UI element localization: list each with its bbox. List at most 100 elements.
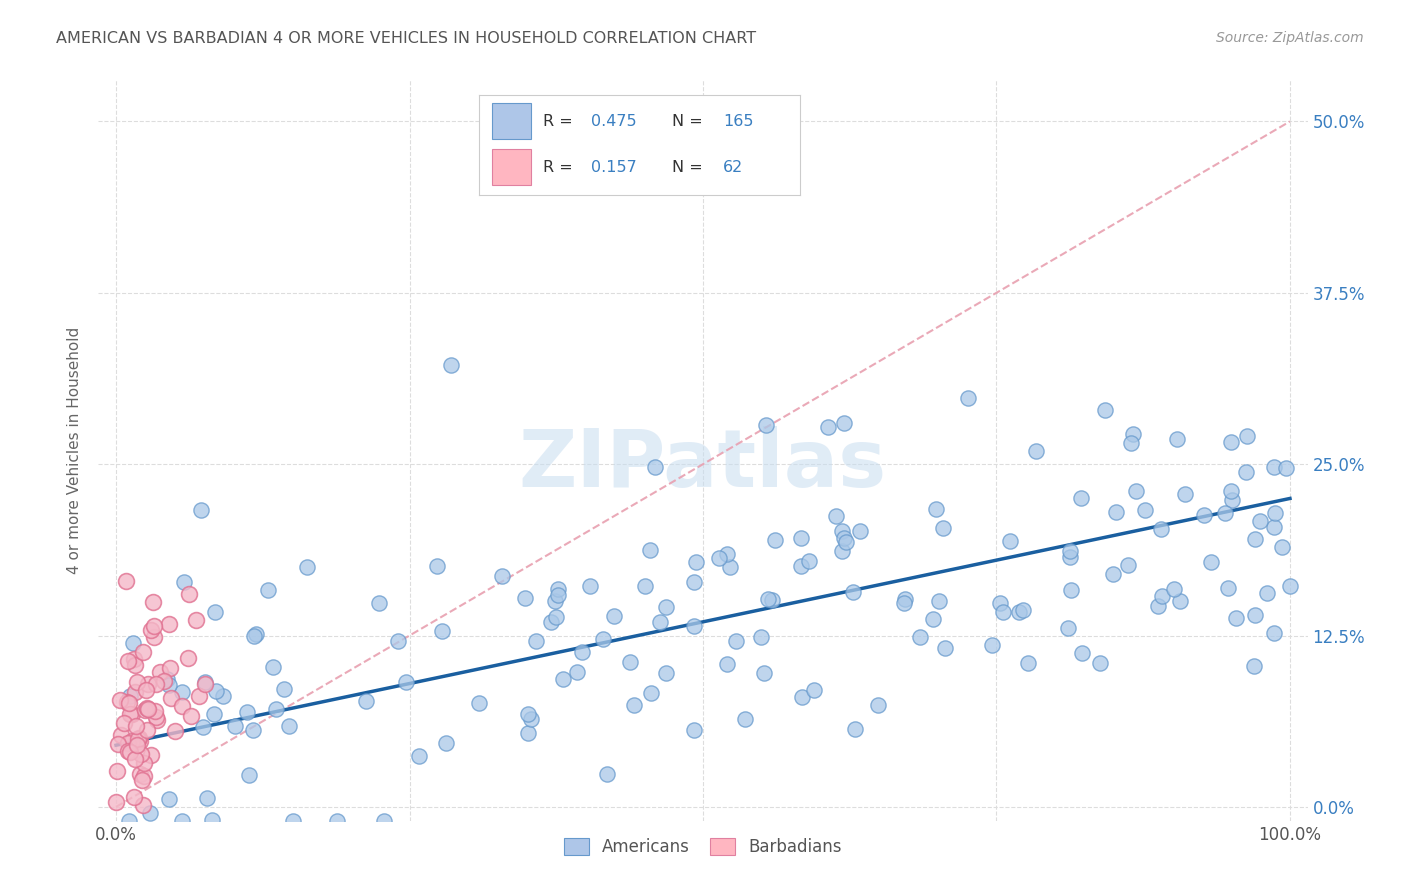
- Point: [117, 743, 139, 757]
- Point: [122, 790, 145, 805]
- Point: [434, 736, 457, 750]
- Point: [179, 587, 201, 601]
- Y-axis label: 4 or more Vehicles in Household: 4 or more Vehicles in Household: [67, 326, 83, 574]
- Point: [120, 689, 142, 703]
- Point: [136, 723, 159, 737]
- Text: Source: ZipAtlas.com: Source: ZipAtlas.com: [1216, 31, 1364, 45]
- Point: [117, 695, 139, 709]
- Point: [149, 665, 172, 680]
- Point: [752, 665, 775, 680]
- Point: [928, 594, 950, 608]
- Point: [924, 501, 946, 516]
- Point: [832, 531, 855, 545]
- Point: [683, 723, 706, 738]
- Point: [724, 634, 747, 648]
- Point: [831, 544, 853, 558]
- Point: [134, 703, 156, 717]
- Point: [1263, 626, 1285, 640]
- Point: [157, 678, 180, 692]
- Point: [112, 716, 135, 731]
- Point: [128, 766, 150, 780]
- Point: [931, 521, 953, 535]
- Point: [644, 459, 666, 474]
- Point: [547, 589, 569, 603]
- Point: [1094, 403, 1116, 417]
- Point: [132, 798, 155, 813]
- Point: [893, 597, 915, 611]
- Point: [1122, 427, 1144, 442]
- Point: [129, 733, 152, 747]
- Point: [761, 593, 783, 607]
- Point: [132, 756, 155, 771]
- Point: [124, 685, 146, 699]
- Point: [118, 814, 141, 828]
- Point: [544, 594, 567, 608]
- Point: [195, 791, 218, 805]
- Point: [1271, 540, 1294, 554]
- Point: [517, 725, 540, 739]
- Point: [122, 636, 145, 650]
- Point: [1105, 505, 1128, 519]
- Point: [110, 728, 132, 742]
- Point: [143, 618, 166, 632]
- Point: [934, 641, 956, 656]
- Point: [619, 655, 641, 669]
- Point: [430, 624, 453, 639]
- Point: [121, 706, 143, 721]
- Point: [831, 524, 853, 539]
- Point: [683, 618, 706, 632]
- Point: [1025, 444, 1047, 458]
- Point: [468, 696, 491, 710]
- Point: [756, 591, 779, 606]
- Point: [180, 709, 202, 723]
- Point: [136, 677, 159, 691]
- Point: [128, 731, 150, 745]
- Point: [156, 672, 179, 686]
- Point: [120, 745, 142, 759]
- Point: [1088, 656, 1111, 670]
- Point: [114, 574, 136, 588]
- Point: [803, 682, 825, 697]
- Point: [202, 706, 225, 721]
- Point: [105, 795, 128, 809]
- Point: [1220, 492, 1243, 507]
- Point: [354, 694, 377, 708]
- Point: [172, 698, 194, 713]
- Point: [273, 681, 295, 696]
- Point: [367, 597, 389, 611]
- Point: [835, 535, 858, 549]
- Point: [716, 547, 738, 561]
- Point: [242, 723, 264, 737]
- Point: [204, 684, 226, 698]
- Text: ZIPatlas: ZIPatlas: [519, 426, 887, 504]
- Point: [373, 814, 395, 828]
- Point: [145, 677, 167, 691]
- Point: [1059, 550, 1081, 565]
- Point: [1216, 581, 1239, 595]
- Point: [825, 508, 848, 523]
- Point: [1011, 603, 1033, 617]
- Point: [172, 814, 194, 828]
- Point: [844, 723, 866, 737]
- Point: [1225, 611, 1247, 625]
- Point: [1243, 659, 1265, 673]
- Point: [262, 660, 284, 674]
- Point: [117, 654, 139, 668]
- Point: [107, 737, 129, 751]
- Point: [127, 675, 149, 690]
- Point: [540, 615, 562, 629]
- Point: [295, 559, 318, 574]
- Point: [153, 674, 176, 689]
- Point: [145, 710, 167, 724]
- Point: [526, 633, 548, 648]
- Point: [135, 700, 157, 714]
- Point: [177, 651, 200, 665]
- Point: [1152, 589, 1174, 603]
- Point: [1017, 656, 1039, 670]
- Point: [172, 685, 194, 699]
- Point: [200, 813, 222, 827]
- Point: [868, 698, 890, 713]
- Point: [790, 690, 813, 704]
- Point: [998, 534, 1021, 549]
- Point: [1118, 558, 1140, 572]
